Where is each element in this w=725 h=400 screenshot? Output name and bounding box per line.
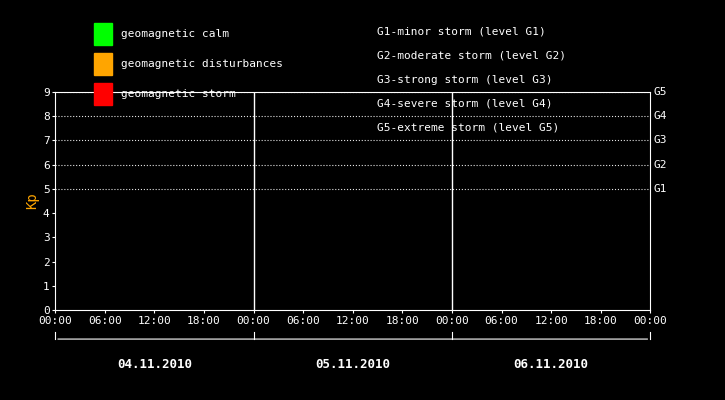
- Text: G4-severe storm (level G4): G4-severe storm (level G4): [377, 99, 552, 109]
- Text: 05.11.2010: 05.11.2010: [315, 358, 390, 372]
- Text: G3-strong storm (level G3): G3-strong storm (level G3): [377, 75, 552, 85]
- Text: G2-moderate storm (level G2): G2-moderate storm (level G2): [377, 51, 566, 61]
- Text: G4: G4: [654, 111, 667, 121]
- Text: G1: G1: [654, 184, 667, 194]
- Text: geomagnetic disturbances: geomagnetic disturbances: [121, 59, 283, 69]
- Text: geomagnetic calm: geomagnetic calm: [121, 29, 229, 39]
- Text: 04.11.2010: 04.11.2010: [117, 358, 192, 372]
- Text: geomagnetic storm: geomagnetic storm: [121, 89, 236, 99]
- Text: G5-extreme storm (level G5): G5-extreme storm (level G5): [377, 123, 559, 133]
- Text: G5: G5: [654, 87, 667, 97]
- Text: 06.11.2010: 06.11.2010: [513, 358, 589, 372]
- Text: G1-minor storm (level G1): G1-minor storm (level G1): [377, 27, 546, 37]
- Text: G3: G3: [654, 136, 667, 146]
- Text: G2: G2: [654, 160, 667, 170]
- Y-axis label: Kp: Kp: [25, 193, 38, 209]
